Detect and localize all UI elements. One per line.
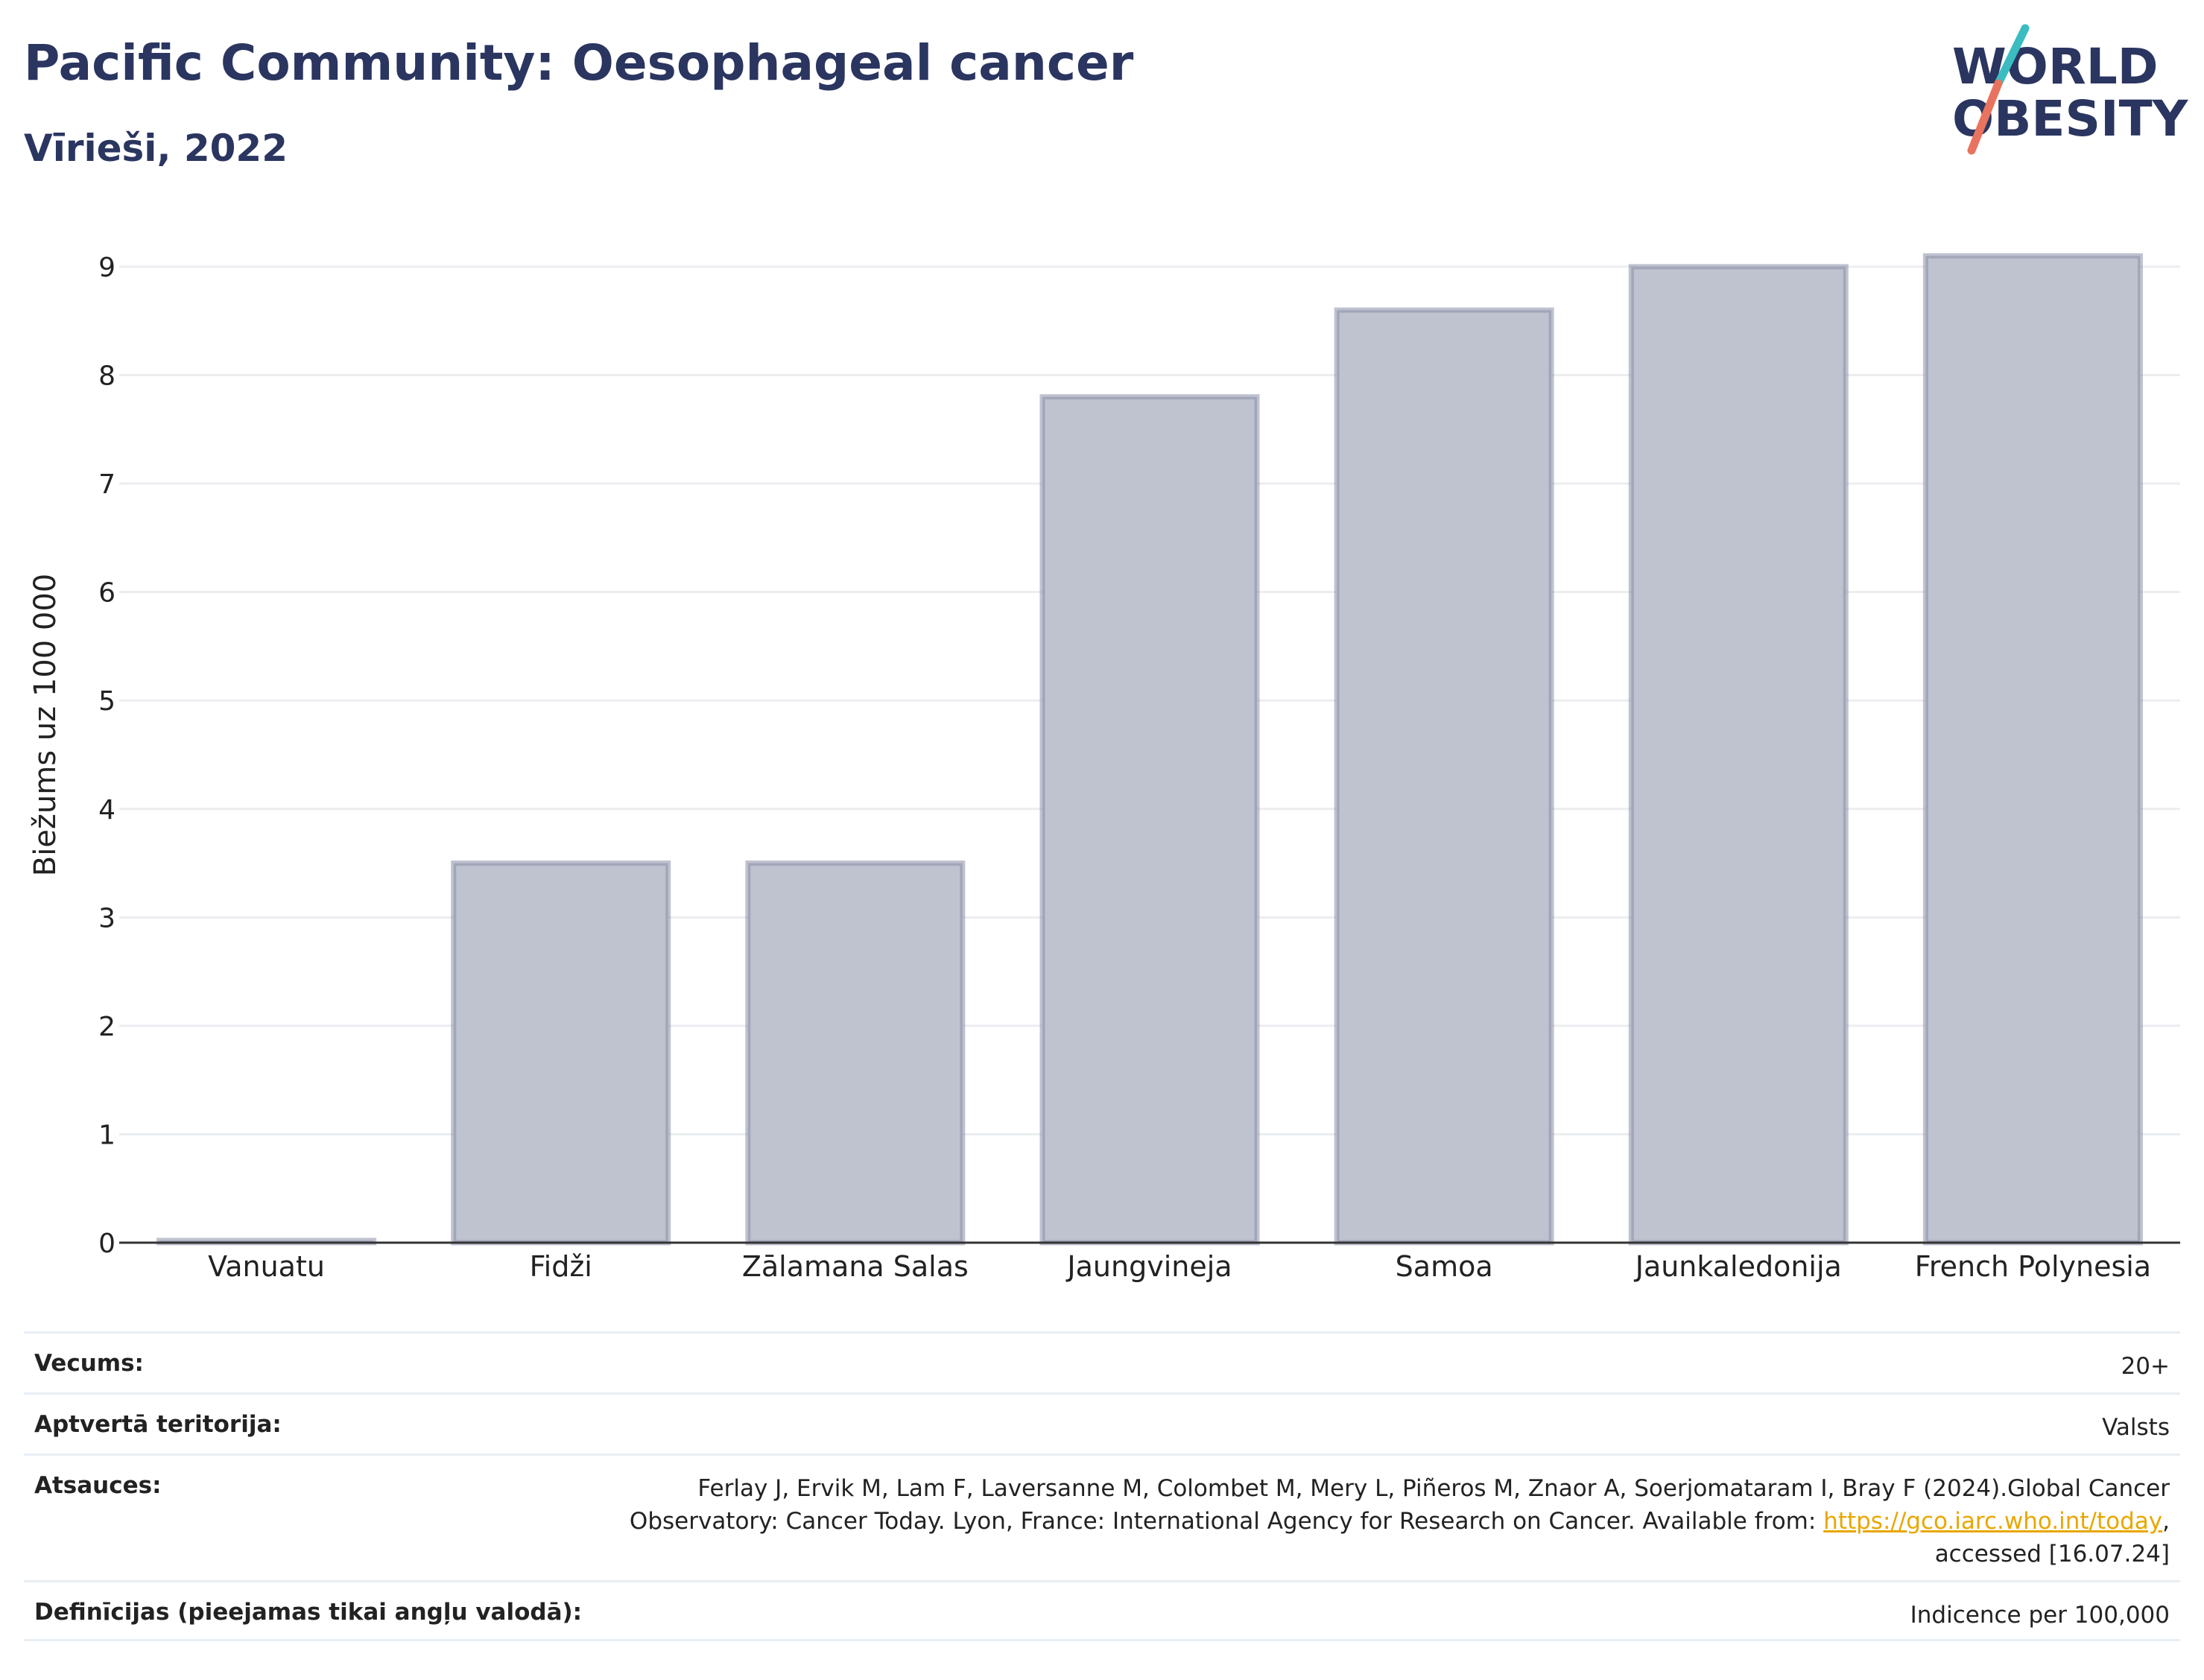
y-tick-labels: 0 1 2 3 4 5 6 7 8 9 — [98, 253, 115, 1259]
area-value: Valsts — [2102, 1414, 2170, 1441]
page-title: Pacific Community: Oesophageal cancer — [24, 34, 1134, 92]
bar-3 — [1039, 394, 1260, 1246]
y-tick-label-4: 4 — [98, 795, 115, 825]
bar-2 — [745, 860, 966, 1246]
y-tick-label-7: 7 — [98, 469, 115, 500]
x-tick-label-2: Zālamana Salas — [742, 1250, 969, 1283]
x-tick-label-6: French Polynesia — [1915, 1250, 2151, 1283]
refs-value: Ferlay J, Ervik M, Lam F, Laversanne M, … — [630, 1472, 2170, 1570]
y-tick-label-9: 9 — [98, 253, 115, 283]
info-row-area: Aptvertā teritorija: Valsts — [24, 1392, 2180, 1454]
definitions-label: Definīcijas (pieejamas tikai angļu valod… — [34, 1599, 583, 1626]
bar-5 — [1628, 264, 1849, 1246]
x-tick-label-4: Samoa — [1396, 1250, 1493, 1283]
x-tick-label-3: Jaungvineja — [1065, 1250, 1232, 1283]
refs-line2-post: , — [2162, 1508, 2170, 1535]
page-subtitle: Vīrieši, 2022 — [24, 127, 288, 170]
x-tick-labels: Vanuatu Fidži Zālamana Salas Jaungvineja Sam… — [208, 1250, 2151, 1283]
x-tick-label-5: Jaunkaledonija — [1634, 1250, 1842, 1283]
y-tick-label-3: 3 — [98, 903, 115, 933]
info-row-references: Atsauces: Ferlay J, Ervik M, Lam F, Lave… — [24, 1454, 2180, 1580]
refs-line3: accessed [16.07.24] — [1934, 1541, 2170, 1568]
x-tick-label-0: Vanuatu — [208, 1250, 325, 1283]
bar-6 — [1922, 253, 2143, 1246]
bar-1 — [451, 860, 671, 1246]
bar-chart: 0 1 2 3 4 5 6 7 8 9 Vanuatu Fidži Zālamana Salas Jau… — [28, 253, 2180, 1283]
info-row-definitions: Definīcijas (pieejamas tikai angļu valod… — [24, 1580, 2180, 1641]
refs-line1: Ferlay J, Ervik M, Lam F, Laversanne M, … — [697, 1475, 2170, 1502]
y-tick-label-8: 8 — [98, 361, 115, 392]
world-obesity-logo: WORLD OBESITY — [1952, 24, 2189, 155]
area-label: Aptvertā teritorija: — [34, 1411, 282, 1438]
age-label: Vecums: — [34, 1350, 144, 1377]
refs-link[interactable]: https://gco.iarc.who.int/today — [1823, 1508, 2163, 1535]
logo-line1: WORLD — [1952, 38, 2159, 95]
y-tick-label-6: 6 — [98, 578, 115, 609]
y-axis-label: Biežums uz 100 000 — [28, 574, 63, 877]
y-tick-label-0: 0 — [98, 1229, 115, 1259]
y-tick-label-5: 5 — [98, 686, 115, 717]
y-tick-label-2: 2 — [98, 1012, 115, 1042]
refs-line2: Observatory: Cancer Today. Lyon, France:… — [629, 1508, 1824, 1535]
info-row-age: Vecums: 20+ — [24, 1331, 2180, 1392]
info-table: Vecums: 20+ Aptvertā teritorija: Valsts … — [24, 1331, 2180, 1641]
y-tick-label-1: 1 — [98, 1120, 115, 1150]
age-value: 20+ — [2121, 1353, 2170, 1380]
bar-4 — [1334, 307, 1554, 1246]
x-tick-label-1: Fidži — [530, 1250, 592, 1283]
refs-label: Atsauces: — [34, 1472, 162, 1499]
bars — [156, 253, 2143, 1246]
definitions-value: Indicence per 100,000 — [1910, 1602, 2170, 1629]
